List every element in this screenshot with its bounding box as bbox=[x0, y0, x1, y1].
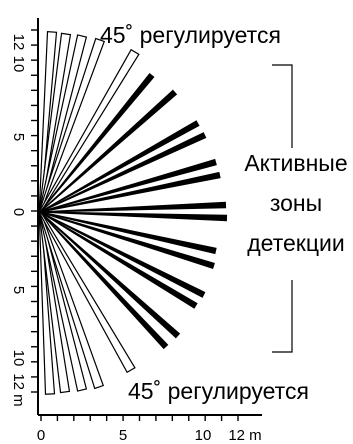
x-tick-label: 5 bbox=[119, 427, 127, 444]
y-tick-label: 10 bbox=[10, 350, 27, 367]
solid-beam bbox=[39, 120, 200, 213]
beams-layer bbox=[38, 31, 228, 395]
solid-beam bbox=[39, 211, 217, 255]
zones-bracket-top bbox=[272, 64, 293, 148]
axes bbox=[31, 18, 262, 421]
top-caption: 45˚ регулируется bbox=[100, 22, 281, 48]
solid-beam bbox=[39, 211, 181, 339]
y-tick-label: 5 bbox=[10, 133, 27, 141]
solid-beam bbox=[39, 132, 207, 213]
solid-beam bbox=[39, 72, 155, 213]
bottom-caption: 45˚ регулируется bbox=[128, 378, 309, 404]
y-tick-label: 10 bbox=[10, 56, 27, 73]
solid-beam bbox=[39, 201, 227, 213]
y-tick-label: 12 bbox=[10, 34, 27, 51]
solid-beam bbox=[39, 211, 198, 309]
x-tick-label: 10 bbox=[195, 427, 212, 444]
solid-beam bbox=[39, 211, 215, 270]
y-tick-labels: 12 10 5 0 5 10 12 m bbox=[10, 34, 27, 407]
solid-beam bbox=[39, 89, 178, 213]
y-tick-label: 0 bbox=[10, 208, 27, 216]
y-tick-label: 12 m bbox=[10, 373, 27, 406]
x-tick-label: 12 m bbox=[228, 427, 261, 444]
solid-beam bbox=[39, 171, 221, 213]
y-minor-ticks bbox=[31, 29, 38, 393]
solid-beam bbox=[39, 211, 169, 350]
zones-bracket-bottom bbox=[272, 280, 293, 353]
solid-beam bbox=[39, 211, 228, 222]
zones-label-line1: Активные bbox=[244, 150, 347, 176]
x-tick-label: 0 bbox=[37, 427, 45, 444]
x-tick-labels: 0 5 10 12 m bbox=[37, 427, 262, 444]
solid-beam bbox=[39, 211, 206, 298]
y-tick-label: 5 bbox=[10, 286, 27, 294]
solid-beam bbox=[39, 158, 217, 213]
zones-label-line2: зоны bbox=[270, 190, 322, 216]
x-minor-ticks bbox=[40, 415, 239, 421]
zones-label-line3: детекции bbox=[247, 230, 344, 256]
